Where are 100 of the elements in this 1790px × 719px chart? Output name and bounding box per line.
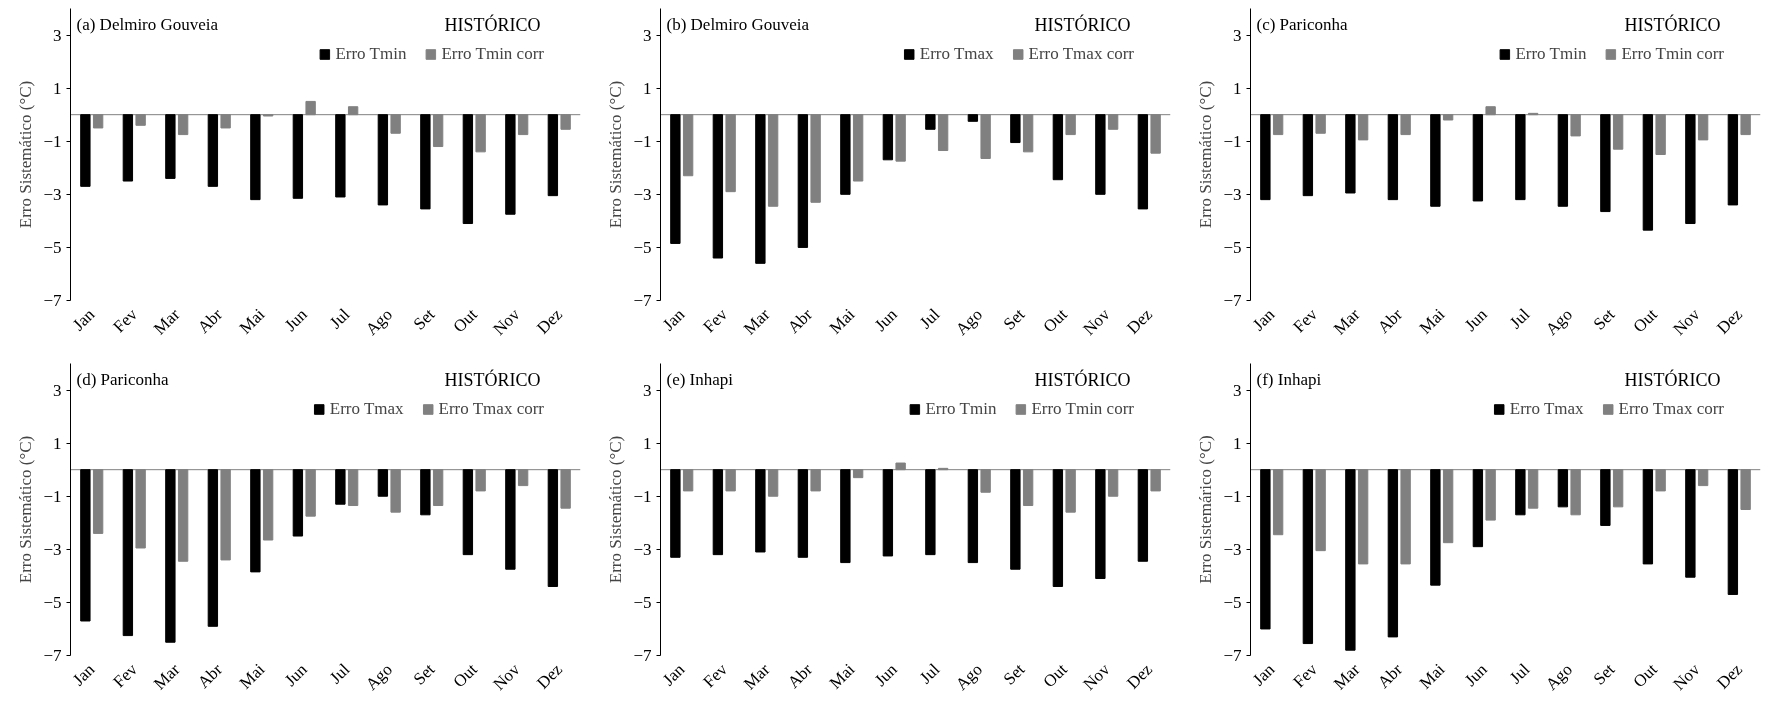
x-tick-label: Nov — [1079, 304, 1114, 339]
x-tick-label: Set — [999, 304, 1029, 334]
y-tick-label: −7 — [1223, 646, 1242, 665]
x-tick-label: Nov — [1669, 659, 1704, 694]
x-tick-label: Out — [1039, 659, 1072, 692]
y-tick-label: −1 — [1223, 131, 1242, 151]
x-tick-label: Abr — [783, 659, 817, 692]
x-tick-label: Out — [1629, 659, 1662, 692]
x-tick-label: Mar — [1330, 659, 1364, 694]
x-tick-label: Dez — [533, 304, 567, 338]
x-tick-label: Dez — [1713, 659, 1747, 693]
x-tick-label: Ago — [951, 304, 986, 339]
x-tick-label: Mar — [150, 659, 184, 694]
y-axis-title: Erro Sistemático (°C) — [1196, 80, 1216, 229]
x-tick-label: Jul — [326, 659, 354, 688]
y-tick-label: −1 — [633, 131, 652, 151]
x-tick-label: Out — [1629, 304, 1662, 337]
x-tick-label: Jun — [870, 659, 902, 690]
x-tick-label: Out — [449, 659, 482, 692]
y-tick-label: −1 — [43, 131, 62, 151]
x-tick-label: Abr — [783, 304, 817, 337]
legend-label: Erro Tmax corr — [1618, 399, 1724, 419]
x-tick-label: Ago — [1541, 659, 1576, 694]
x-tick-label: Fev — [1289, 659, 1322, 692]
x-tick-label: Set — [409, 659, 439, 689]
y-tick-label: 1 — [643, 78, 652, 98]
x-tick-label: Dez — [1123, 659, 1157, 693]
x-tick-label: Abr — [1373, 659, 1407, 692]
y-axis-title: Erro Sistemático (°C) — [16, 80, 36, 229]
x-tick-label: Abr — [193, 659, 227, 692]
x-tick-label: Out — [1039, 304, 1072, 337]
chart-subtitle: HISTÓRICO — [1034, 13, 1131, 35]
x-tick-label: Dez — [533, 659, 567, 693]
x-tick-label: Fev — [699, 304, 732, 337]
x-tick-label: Jun — [870, 304, 902, 335]
legend-label: Erro Tmin corr — [1621, 44, 1724, 64]
x-tick-label: Out — [449, 304, 482, 337]
x-tick-label: Nov — [489, 304, 524, 339]
legend-label: Erro Tmin — [335, 44, 407, 64]
legend-label: Erro Tmax corr — [438, 399, 544, 419]
x-tick-label: Ago — [361, 304, 396, 339]
y-tick-label: −5 — [1223, 237, 1242, 257]
y-tick-label: 3 — [643, 25, 652, 45]
y-tick-label: 1 — [1233, 433, 1242, 453]
y-tick-label: 3 — [1233, 25, 1242, 45]
y-tick-label: −7 — [1223, 291, 1242, 310]
x-tick-label: Nov — [1669, 304, 1704, 339]
x-tick-label: Fev — [1289, 304, 1322, 337]
x-tick-label: Mai — [825, 304, 859, 338]
y-axis-title: Erro Sistemático (°C) — [606, 80, 626, 229]
x-tick-label: Fev — [109, 659, 142, 692]
chart-title: (a) Delmiro Gouveia — [76, 14, 219, 34]
chart-subtitle: HISTÓRICO — [444, 13, 541, 35]
y-axis-title: Erro Sistemático (°C) — [16, 435, 36, 584]
y-tick-label: −5 — [43, 237, 62, 257]
y-tick-label: −7 — [633, 291, 652, 310]
y-tick-label: −5 — [1223, 592, 1242, 612]
x-tick-label: Fev — [109, 304, 142, 337]
x-tick-label: Jul — [326, 304, 354, 333]
x-tick-label: Ago — [951, 659, 986, 694]
x-tick-label: Mar — [1330, 304, 1364, 339]
legend-label: Erro Tmax corr — [1028, 44, 1134, 64]
y-tick-label: 1 — [53, 78, 62, 98]
x-tick-label: Jul — [1506, 659, 1534, 688]
y-axis-title: Erro Sistemárico (°C) — [1196, 435, 1216, 584]
x-tick-label: Mai — [1415, 659, 1449, 693]
x-tick-label: Jan — [659, 659, 689, 690]
x-tick-label: Mai — [235, 304, 269, 338]
x-tick-label: Jan — [69, 304, 99, 335]
x-tick-label: Jan — [1249, 659, 1279, 690]
y-tick-label: −5 — [633, 592, 652, 612]
chart-subtitle: HISTÓRICO — [1034, 368, 1131, 390]
y-tick-label: 1 — [1233, 78, 1242, 98]
x-tick-label: Set — [1589, 304, 1619, 334]
x-tick-label: Jan — [69, 659, 99, 690]
chart-subtitle: HISTÓRICO — [444, 368, 541, 390]
x-tick-label: Set — [409, 304, 439, 334]
y-tick-label: −3 — [1223, 539, 1242, 559]
legend-label: Erro Tmin corr — [441, 44, 544, 64]
legend-label: Erro Tmin corr — [1031, 399, 1134, 419]
y-tick-label: −7 — [633, 646, 652, 665]
chart-subtitle: HISTÓRICO — [1624, 13, 1721, 35]
x-tick-label: Dez — [1713, 304, 1747, 338]
x-tick-label: Mai — [825, 659, 859, 693]
x-tick-label: Abr — [193, 304, 227, 337]
chart-title: (d) Pariconha — [76, 369, 169, 389]
chart-title: (f) Inhapi — [1256, 369, 1322, 389]
y-tick-label: −1 — [43, 486, 62, 506]
x-tick-label: Jan — [1249, 304, 1279, 335]
chart-title: (b) Delmiro Gouveia — [666, 14, 810, 34]
legend-label: Erro Tmin — [925, 399, 997, 419]
y-tick-label: 3 — [53, 380, 62, 400]
y-tick-label: 3 — [53, 25, 62, 45]
y-tick-label: 3 — [643, 380, 652, 400]
chart-title: (c) Pariconha — [1256, 14, 1349, 34]
legend-label: Erro Tmin — [1515, 44, 1587, 64]
y-tick-label: −3 — [1223, 184, 1242, 204]
x-tick-label: Set — [999, 659, 1029, 689]
x-tick-label: Set — [1589, 659, 1619, 689]
x-tick-label: Mai — [235, 659, 269, 693]
